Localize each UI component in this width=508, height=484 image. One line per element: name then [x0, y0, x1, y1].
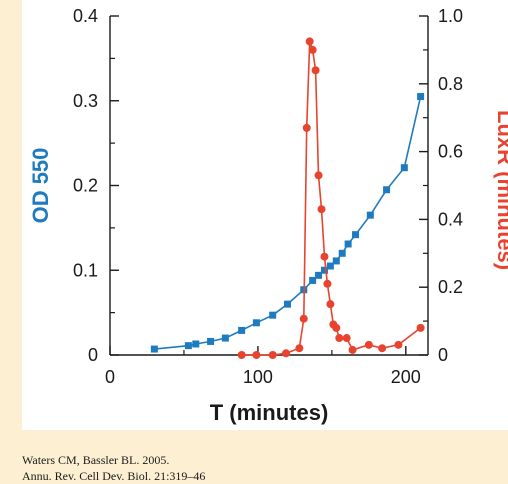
- data-point-od: [207, 337, 215, 345]
- data-point-lux: [237, 351, 246, 359]
- y-tick-label-left: 0.4: [73, 6, 98, 26]
- data-point-lux: [394, 340, 403, 349]
- data-point-lux: [378, 344, 387, 353]
- y-axis-title-left: OD 550: [28, 148, 53, 224]
- data-point-lux: [314, 171, 323, 180]
- data-point-od: [326, 262, 334, 270]
- data-point-lux: [295, 344, 304, 353]
- data-point-od: [400, 164, 408, 172]
- y-axis-title-right: LuxR (minutes): [493, 110, 508, 270]
- data-point-lux: [332, 323, 341, 332]
- data-point-lux: [364, 340, 373, 349]
- data-point-od: [269, 311, 277, 319]
- data-point-lux: [335, 334, 344, 343]
- data-point-lux: [302, 123, 311, 132]
- y-tick-label-right: 0.4: [438, 209, 463, 229]
- y-tick-label-left: 0: [88, 345, 98, 365]
- data-point-od: [352, 231, 360, 239]
- data-point-od: [332, 257, 340, 265]
- y-tick-label-right: 0.6: [438, 142, 463, 162]
- x-tick-label: 200: [391, 367, 421, 387]
- data-point-od: [344, 240, 352, 248]
- data-point-lux: [317, 205, 326, 214]
- plot-panel: [22, 0, 508, 430]
- x-tick-label: 100: [243, 367, 273, 387]
- data-point-lux: [320, 252, 329, 261]
- data-point-od: [150, 345, 158, 353]
- data-point-od: [184, 342, 192, 350]
- data-point-od: [252, 319, 260, 327]
- y-tick-label-right: 0.8: [438, 74, 463, 94]
- citation-line-2: Annu. Rev. Cell Dev. Biol. 21:319–46: [22, 469, 206, 483]
- data-point-lux: [326, 300, 335, 309]
- data-point-od: [221, 334, 229, 342]
- data-point-od: [366, 211, 374, 219]
- data-point-lux: [268, 351, 277, 359]
- y-tick-label-left: 0.1: [73, 260, 98, 280]
- data-point-od: [192, 340, 200, 348]
- data-point-lux: [323, 279, 332, 288]
- x-axis-title: T (minutes): [210, 400, 329, 425]
- data-point-od: [320, 266, 328, 274]
- citation: Waters CM, Bassler BL. 2005. Annu. Rev. …: [22, 452, 205, 484]
- data-point-od: [338, 249, 346, 257]
- x-tick-label: 0: [105, 367, 115, 387]
- y-tick-label-right: 1.0: [438, 6, 463, 26]
- citation-line-1: Waters CM, Bassler BL. 2005.: [22, 453, 170, 467]
- data-point-lux: [282, 349, 291, 358]
- data-point-lux: [299, 314, 308, 323]
- data-point-od: [309, 276, 317, 284]
- y-tick-label-right: 0.2: [438, 277, 463, 297]
- data-point-lux: [416, 323, 425, 332]
- data-point-lux: [348, 345, 357, 354]
- data-point-lux: [308, 45, 317, 54]
- data-point-lux: [311, 66, 320, 75]
- series-line-od: [154, 96, 422, 350]
- y-tick-label-right: 0: [438, 345, 448, 365]
- y-tick-label-left: 0.2: [73, 176, 98, 196]
- data-point-lux: [305, 37, 314, 46]
- data-point-od: [315, 271, 323, 279]
- data-point-lux: [252, 351, 261, 359]
- data-point-od: [283, 300, 291, 308]
- data-point-lux: [342, 334, 351, 343]
- data-point-od: [238, 326, 246, 334]
- y-tick-label-left: 0.3: [73, 91, 98, 111]
- data-point-od: [417, 93, 425, 101]
- data-point-od: [383, 186, 391, 194]
